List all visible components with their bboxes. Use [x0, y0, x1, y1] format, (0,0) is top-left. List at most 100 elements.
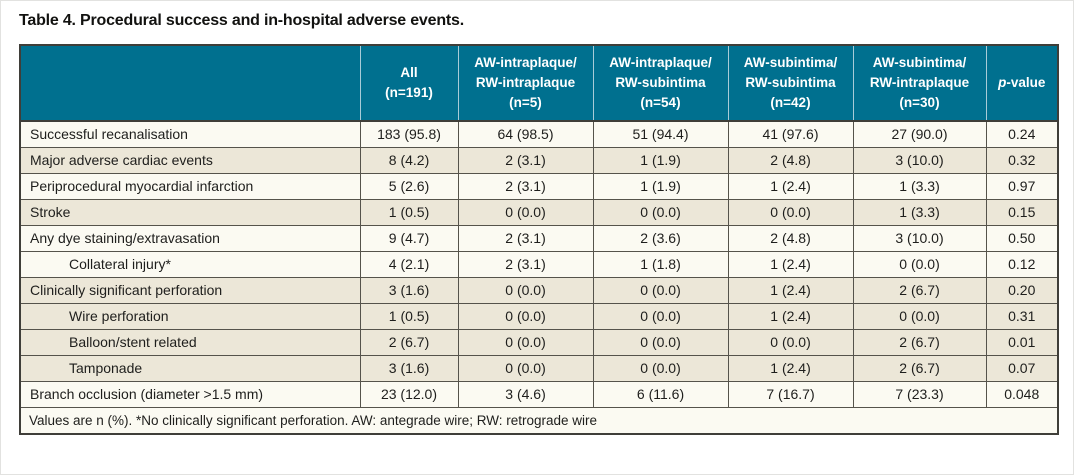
cell-value: 0 (0.0): [592, 198, 729, 226]
row-label: Successful recanalisation: [19, 120, 361, 148]
cell-value: 2 (4.8): [727, 224, 854, 252]
cell-value: 9 (4.7): [359, 224, 459, 252]
cell-value: 3 (4.6): [457, 380, 594, 408]
cell-value: 2 (6.7): [359, 328, 459, 356]
cell-value: 0 (0.0): [592, 302, 729, 330]
header-all: All (n=191): [359, 45, 458, 122]
header-empty: [20, 45, 360, 122]
table-row: Collateral injury* 4 (2.1) 2 (3.1) 1 (1.8) 1…: [19, 250, 1059, 278]
cell-value: 1 (2.4): [727, 276, 854, 304]
cell-value: 64 (98.5): [457, 120, 594, 148]
cell-value: 0.32: [985, 146, 1059, 174]
p-value-rest: -value: [1006, 74, 1046, 90]
row-label: Any dye staining/extravasation: [19, 224, 361, 252]
cell-value: 2 (3.6): [592, 224, 729, 252]
cell-value: 1 (2.4): [727, 172, 854, 200]
cell-value: 0.97: [985, 172, 1059, 200]
cell-value: 1 (1.9): [592, 172, 729, 200]
cell-value: 3 (1.6): [359, 354, 459, 382]
cell-value: 0.31: [985, 302, 1059, 330]
cell-value: 1 (1.8): [592, 250, 729, 278]
footnote: Values are n (%). *No clinically signifi…: [19, 406, 1059, 435]
cell-value: 2 (6.7): [852, 276, 987, 304]
table-body: Successful recanalisation 183 (95.8) 64 (9…: [19, 120, 1059, 408]
cell-value: 41 (97.6): [727, 120, 854, 148]
row-label: Branch occlusion (diameter >1.5 mm): [19, 380, 361, 408]
table-row: Balloon/stent related 2 (6.7) 0 (0.0) 0 (0.…: [19, 328, 1059, 356]
cell-value: 23 (12.0): [359, 380, 459, 408]
cell-value: 2 (6.7): [852, 354, 987, 382]
table-row: Wire perforation 1 (0.5) 0 (0.0) 0 (0.0) 1 (…: [19, 302, 1059, 330]
cell-value: 4 (2.1): [359, 250, 459, 278]
row-label: Periprocedural myocardial infarction: [19, 172, 361, 200]
header-aw-intraplaque-rw-subintima: AW-intraplaque/ RW-subintima (n=54): [592, 45, 728, 122]
row-label: Wire perforation: [19, 302, 361, 330]
table-row: Any dye staining/extravasation 9 (4.7) 2 (…: [19, 224, 1059, 252]
cell-value: 0 (0.0): [852, 302, 987, 330]
cell-value: 0.24: [985, 120, 1059, 148]
cell-value: 7 (16.7): [727, 380, 854, 408]
cell-value: 0.07: [985, 354, 1059, 382]
header-row: All (n=191) AW-intraplaque/ RW-intraplaq…: [20, 45, 1058, 122]
cell-value: 0 (0.0): [457, 198, 594, 226]
table-row: Periprocedural myocardial infarction 5 (2…: [19, 172, 1059, 200]
cell-value: 3 (1.6): [359, 276, 459, 304]
cell-value: 2 (3.1): [457, 250, 594, 278]
cell-value: 0 (0.0): [457, 328, 594, 356]
cell-value: 1 (1.9): [592, 146, 729, 174]
cell-value: 0 (0.0): [457, 302, 594, 330]
header-aw-intraplaque-rw-intraplaque: AW-intraplaque/ RW-intraplaque (n=5): [457, 45, 593, 122]
row-label: Balloon/stent related: [19, 328, 361, 356]
cell-value: 0 (0.0): [727, 198, 854, 226]
cell-value: 2 (3.1): [457, 172, 594, 200]
table-title: Table 4. Procedural success and in-hospi…: [19, 12, 464, 29]
table-footer: Values are n (%). *No clinically signifi…: [19, 406, 1059, 435]
adverse-events-table: All (n=191) AW-intraplaque/ RW-intraplaq…: [19, 44, 1059, 435]
cell-value: 0 (0.0): [592, 328, 729, 356]
table-header: All (n=191) AW-intraplaque/ RW-intraplaq…: [20, 45, 1058, 122]
row-label: Tamponade: [19, 354, 361, 382]
row-label: Major adverse cardiac events: [19, 146, 361, 174]
cell-value: 1 (2.4): [727, 354, 854, 382]
cell-value: 0.20: [985, 276, 1059, 304]
cell-value: 0 (0.0): [592, 354, 729, 382]
cell-value: 0.01: [985, 328, 1059, 356]
cell-value: 0 (0.0): [852, 250, 987, 278]
cell-value: 183 (95.8): [359, 120, 459, 148]
cell-value: 0.15: [985, 198, 1059, 226]
cell-value: 2 (3.1): [457, 146, 594, 174]
cell-value: 27 (90.0): [852, 120, 987, 148]
header-p-value: p-value: [985, 45, 1058, 122]
cell-value: 0.048: [985, 380, 1059, 408]
cell-value: 0.50: [985, 224, 1059, 252]
row-label: Clinically significant perforation: [19, 276, 361, 304]
cell-value: 1 (3.3): [852, 172, 987, 200]
header-aw-subintima-rw-subintima: AW-subintima/ RW-subintima (n=42): [727, 45, 853, 122]
cell-value: 0 (0.0): [457, 276, 594, 304]
cell-value: 2 (3.1): [457, 224, 594, 252]
cell-value: 0 (0.0): [592, 276, 729, 304]
cell-value: 8 (4.2): [359, 146, 459, 174]
row-label: Collateral injury*: [19, 250, 361, 278]
p-value-italic: p: [998, 74, 1007, 90]
table-row: Successful recanalisation 183 (95.8) 64 (9…: [19, 120, 1059, 148]
cell-value: 3 (10.0): [852, 224, 987, 252]
header-aw-subintima-rw-intraplaque: AW-subintima/ RW-intraplaque (n=30): [852, 45, 986, 122]
cell-value: 2 (4.8): [727, 146, 854, 174]
cell-value: 6 (11.6): [592, 380, 729, 408]
cell-value: 1 (3.3): [852, 198, 987, 226]
table-row: Major adverse cardiac events 8 (4.2) 2 (3.…: [19, 146, 1059, 174]
cell-value: 2 (6.7): [852, 328, 987, 356]
table-row: Branch occlusion (diameter >1.5 mm) 23 (1…: [19, 380, 1059, 408]
cell-value: 1 (2.4): [727, 302, 854, 330]
footnote-row: Values are n (%). *No clinically signifi…: [19, 406, 1059, 435]
table-row: Tamponade 3 (1.6) 0 (0.0) 0 (0.0) 1 (2.4) 2 (…: [19, 354, 1059, 382]
cell-value: 3 (10.0): [852, 146, 987, 174]
cell-value: 0 (0.0): [457, 354, 594, 382]
cell-value: 5 (2.6): [359, 172, 459, 200]
cell-value: 1 (2.4): [727, 250, 854, 278]
cell-value: 1 (0.5): [359, 302, 459, 330]
table-row: Stroke 1 (0.5) 0 (0.0) 0 (0.0) 0 (0.0) 1 (3.3…: [19, 198, 1059, 226]
cell-value: 0.12: [985, 250, 1059, 278]
